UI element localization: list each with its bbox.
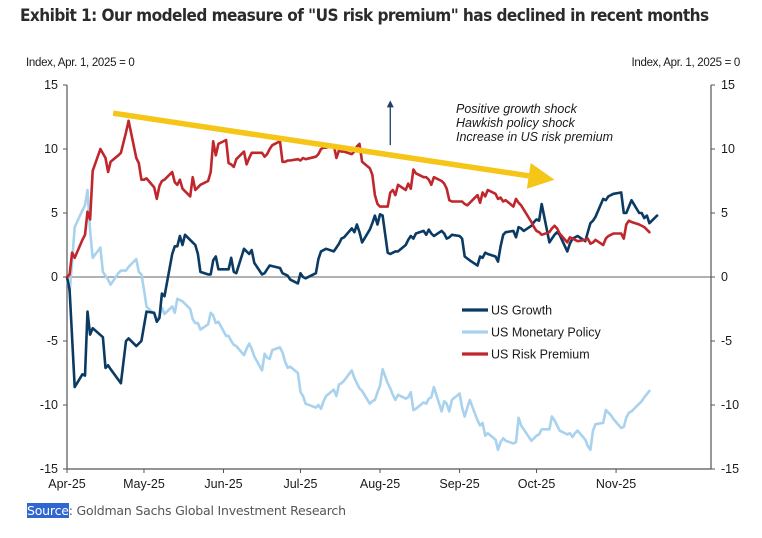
- x-tick-label: Nov-25: [596, 477, 636, 491]
- left-y-tick-label: -5: [47, 334, 58, 348]
- legend-label: US Monetary Policy: [491, 326, 602, 340]
- left-y-tick-label: -10: [40, 398, 58, 412]
- x-tick-label: Jul-25: [283, 477, 317, 491]
- legend-label: US Risk Premium: [491, 348, 590, 362]
- right-axis-label: Index, Apr. 1, 2025 = 0: [631, 57, 740, 69]
- left-y-tick-label: 10: [44, 142, 58, 156]
- source-note: Source: Goldman Sachs Global Investment …: [27, 503, 346, 518]
- left-y-tick-label: 0: [51, 270, 58, 284]
- x-tick-label: Jun-25: [204, 477, 242, 491]
- series-line-us-monetary-policy: [65, 188, 651, 452]
- x-tick-label: Sep-25: [439, 477, 479, 491]
- right-y-tick-label: 15: [721, 78, 735, 92]
- trend-arrow-shaft: [112, 110, 530, 179]
- left-axis-label: Index, Apr. 1, 2025 = 0: [26, 57, 135, 69]
- x-tick-label: Aug-25: [360, 477, 400, 491]
- direction-arrow-up-icon: [386, 100, 394, 108]
- legend: US Growth US Monetary Policy US Risk Premi…: [462, 304, 602, 362]
- legend-label: US Growth: [491, 304, 552, 318]
- right-y-tick-label: 5: [721, 206, 728, 220]
- source-text: : Goldman Sachs Global Investment Resear…: [68, 503, 346, 518]
- direction-label: Hawkish policy shock: [456, 116, 576, 130]
- x-tick-label: Apr-25: [48, 477, 86, 491]
- right-y-tick-label: 10: [721, 142, 735, 156]
- left-y-tick-label: -15: [40, 462, 58, 476]
- chart-title: Exhibit 1: Our modeled measure of "US ri…: [20, 6, 709, 25]
- right-y-tick-label: 0: [721, 270, 728, 284]
- x-tick-label: Oct-25: [518, 477, 556, 491]
- right-y-tick-label: -15: [721, 462, 739, 476]
- direction-label: Positive growth shock: [456, 102, 578, 116]
- series-line-us-growth: [65, 191, 659, 389]
- x-tick-label: May-25: [123, 477, 165, 491]
- source-label: Source: [27, 503, 69, 518]
- left-y-tick-label: 5: [51, 206, 58, 220]
- series-line-us-risk-premium: [65, 119, 651, 279]
- direction-label: Increase in US risk premium: [456, 130, 613, 144]
- right-y-tick-label: -5: [721, 334, 732, 348]
- left-y-tick-label: 15: [44, 78, 58, 92]
- trend-arrow-head-icon: [526, 162, 555, 189]
- right-y-tick-label: -10: [721, 398, 739, 412]
- series-lines: [65, 119, 659, 452]
